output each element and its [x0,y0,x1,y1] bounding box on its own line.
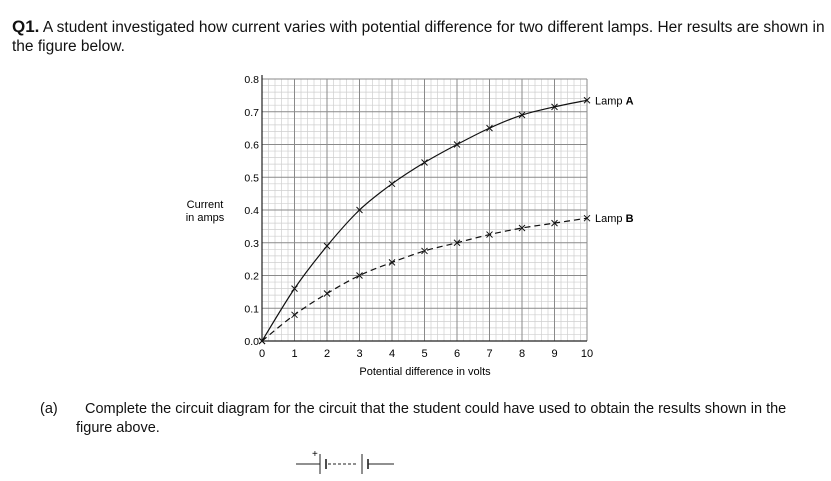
x-tick-label: 0 [259,348,265,360]
series-label-word: Lamp [595,95,626,107]
y-axis-label-line-1: Current [187,199,224,211]
point-cross-stroke [291,311,298,319]
battery-circuit-symbol: + [296,449,394,474]
lamp-a-point [583,96,591,104]
x-tick-label: 5 [421,348,427,360]
lamp-a-point [388,180,396,188]
lamp-a-point [453,141,461,148]
lamp-b-point [388,259,396,266]
part-a-text: Complete the circuit diagram for the cir… [76,401,787,436]
lamp-b-point [583,214,591,222]
point-cross-stroke [258,337,266,345]
y-tick-label: 0.8 [244,74,259,86]
point-cross-stroke [486,124,493,132]
point-cross-stroke [453,239,461,247]
chart-tick-labels: 0 1 2 3 4 5 6 7 8 9 10 0.0 0.1 0.2 0.3 0.4 0.5 0.6 0.7 0.8 [244,74,593,360]
lamp-a-point [518,111,526,119]
x-tick-label: 1 [291,348,297,360]
point-cross-stroke [518,111,526,119]
lamp-b-point [551,219,558,227]
battery-plus-sign: + [312,449,318,460]
lamp-a-point [291,285,298,292]
point-cross-stroke [551,219,558,227]
x-tick-label: 10 [581,348,593,360]
x-tick-label: 6 [454,348,460,360]
point-cross-stroke [323,290,331,297]
lamp-a-point [356,206,363,214]
x-tick-label: 7 [486,348,492,360]
lamp-b-point [518,224,526,232]
lamp-b-point [486,231,493,238]
x-tick-label: 3 [356,348,362,360]
y-tick-label: 0.5 [244,172,259,184]
part-a-label: (a) [40,401,58,417]
lamp-b-point [453,239,461,247]
x-tick-label: 4 [389,348,395,360]
lamp-a-label: Lamp A [595,95,634,107]
point-cross-stroke [323,242,331,250]
point-cross-stroke [551,103,558,111]
point-cross-stroke [583,96,591,104]
lamp-a-point [421,159,428,166]
lamp-a-point [551,103,558,111]
point-cross-stroke [421,247,428,255]
x-tick-label: 8 [519,348,525,360]
lamp-b-label: Lamp B [595,213,634,225]
series-label-letter: A [626,95,634,107]
current-pd-chart: 0 1 2 3 4 5 6 7 8 9 100.00.10.20.30.40.50.60.70.8 … [186,74,634,378]
series-label-letter: B [626,213,634,225]
point-cross-stroke [518,224,526,232]
x-axis-label: Potential difference in volts [359,366,491,378]
point-cross-stroke [356,272,363,279]
question-body: A student investigated how current varie… [12,19,825,55]
point-cross-stroke [421,159,428,166]
point-cross-stroke [486,231,493,238]
question-number: Q1. [12,17,40,36]
part-a: (a) Complete the circuit diagram for the… [40,400,820,438]
y-tick-label: 0.4 [244,205,259,217]
chart-axes [261,75,587,342]
point-cross-stroke [356,206,363,214]
y-tick-label: 0.2 [244,271,259,283]
point-cross-stroke [388,259,396,266]
point-cross-stroke [583,214,591,222]
point-cross-stroke [453,141,461,148]
point-cross-stroke [388,180,396,188]
lamp-a-point [486,124,493,132]
x-tick-label: 9 [551,348,557,360]
lamp-b-point [421,247,428,255]
y-axis-label-line-2: in amps [186,212,225,224]
lamp-a-point [323,242,331,250]
y-tick-label: 0.1 [244,303,259,315]
y-tick-label: 0.7 [244,107,259,119]
series-label-word: Lamp [595,213,626,225]
x-tick-label: 2 [324,348,330,360]
lamp-b-point [323,290,331,297]
lamp-b-point [356,272,363,279]
question-text: Q1. A student investigated how current v… [12,17,827,56]
lamp-b-point [291,311,298,319]
point-cross-stroke [291,285,298,292]
y-tick-label: 0.6 [244,140,259,152]
lamp-b-point [258,337,266,345]
y-tick-label: 0.0 [244,336,259,348]
y-tick-label: 0.3 [244,238,259,250]
